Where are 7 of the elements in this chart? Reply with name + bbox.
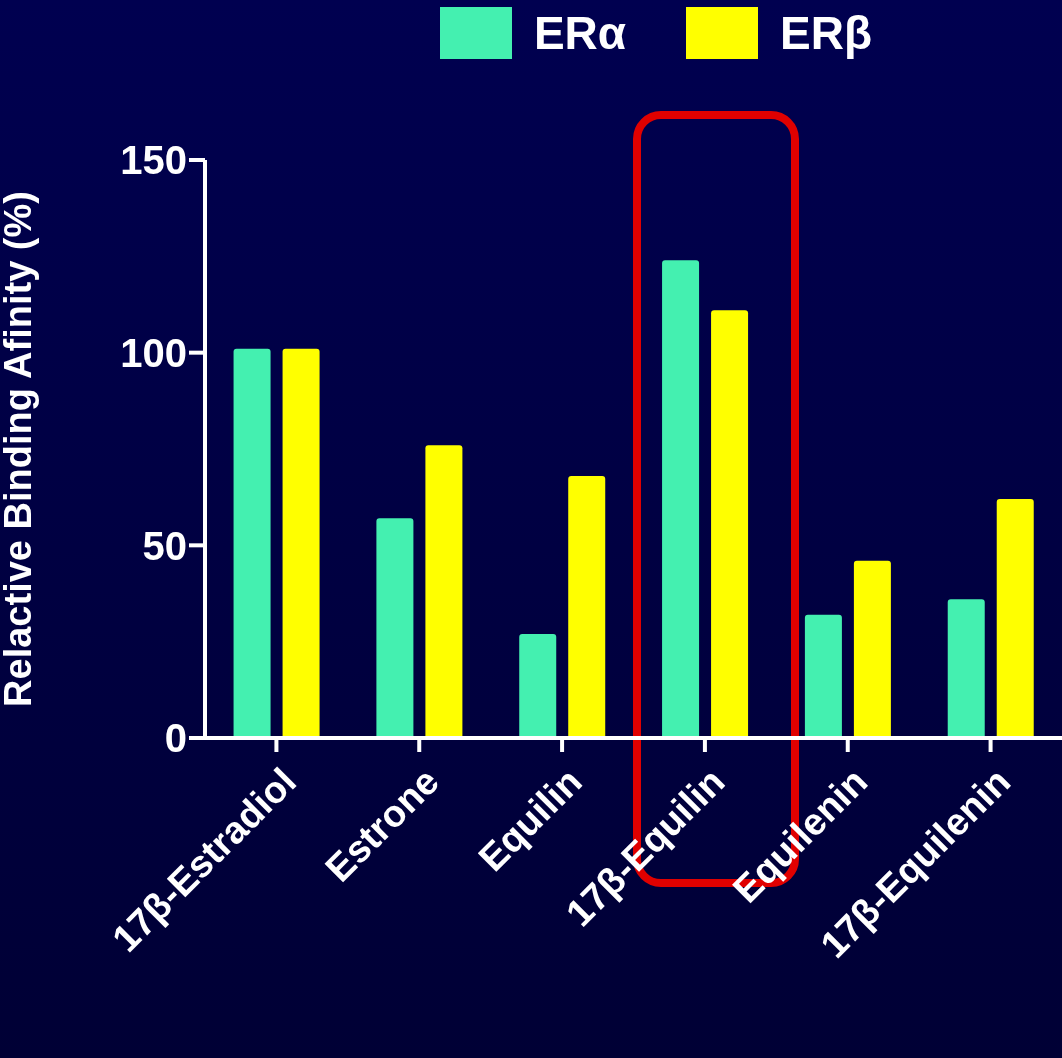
legend-label: ERα	[533, 6, 627, 60]
y-axis-title: Relactive Binding Afinity (%)	[0, 191, 40, 707]
y-tick-label: 100	[120, 330, 187, 375]
y-tick-label: 150	[120, 138, 187, 183]
legend-label: ERβ	[780, 6, 873, 60]
y-tick-label: 50	[142, 523, 187, 568]
y-tick-label: 0	[164, 716, 187, 761]
